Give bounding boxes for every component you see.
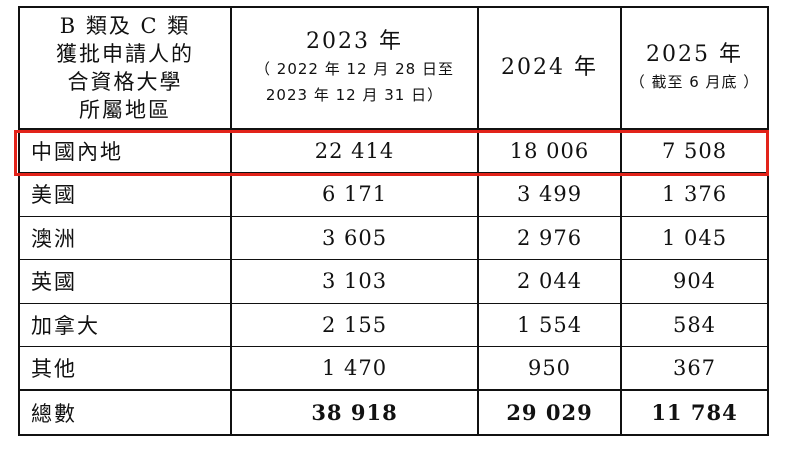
value-2024: 1 554 xyxy=(478,303,622,347)
header-row: B 類及 C 類 獲批申請人的 合資格大學 所屬地區 2023 年 （ 2022… xyxy=(20,8,767,130)
value-2023: 22 414 xyxy=(231,129,479,173)
value-2025: 1 045 xyxy=(621,216,767,260)
total-label: 總數 xyxy=(20,389,232,434)
header-region-line: 獲批申請人的 xyxy=(56,42,194,66)
header-region: B 類及 C 類 獲批申請人的 合資格大學 所屬地區 xyxy=(20,8,232,130)
region-cell: 其他 xyxy=(20,346,232,391)
value-2025: 367 xyxy=(621,346,767,391)
region-table: B 類及 C 類 獲批申請人的 合資格大學 所屬地區 2023 年 （ 2022… xyxy=(20,8,767,434)
total-row: 總數 38 918 29 029 11 784 xyxy=(20,389,767,434)
value-2023: 6 171 xyxy=(231,172,479,217)
region-cell: 澳洲 xyxy=(20,216,232,260)
data-table: B 類及 C 類 獲批申請人的 合資格大學 所屬地區 2023 年 （ 2022… xyxy=(18,6,769,436)
header-2023-year: 2023 年 xyxy=(306,29,403,54)
value-2024: 950 xyxy=(478,346,622,391)
header-region-line: B 類及 C 類 xyxy=(59,14,191,38)
total-2025: 11 784 xyxy=(621,389,767,434)
header-2023-note-1: （ 2022 年 12 月 28 日至 xyxy=(255,60,454,78)
table-row: 美國 6 171 3 499 1 376 xyxy=(20,172,767,217)
total-2023: 38 918 xyxy=(231,389,479,434)
region-cell: 美國 xyxy=(20,172,232,217)
table-row: 中國內地 22 414 18 006 7 508 xyxy=(20,129,767,173)
region-cell: 中國內地 xyxy=(20,129,232,173)
value-2025: 1 376 xyxy=(621,172,767,217)
value-2024: 2 044 xyxy=(478,259,622,304)
header-region-line: 所屬地區 xyxy=(79,98,171,122)
value-2025: 7 508 xyxy=(621,129,767,173)
table-row: 加拿大 2 155 1 554 584 xyxy=(20,303,767,347)
value-2023: 2 155 xyxy=(231,303,479,347)
header-2024: 2024 年 xyxy=(478,8,622,130)
header-2023: 2023 年 （ 2022 年 12 月 28 日至 2023 年 12 月 3… xyxy=(231,8,479,130)
value-2023: 3 103 xyxy=(231,259,479,304)
table-row: 澳洲 3 605 2 976 1 045 xyxy=(20,216,767,260)
value-2024: 3 499 xyxy=(478,172,622,217)
table-row: 英國 3 103 2 044 904 xyxy=(20,259,767,304)
header-2025-year: 2025 年 xyxy=(646,42,743,67)
table-row: 其他 1 470 950 367 xyxy=(20,346,767,391)
total-2024: 29 029 xyxy=(478,389,622,434)
region-cell: 加拿大 xyxy=(20,303,232,347)
header-2025: 2025 年 （ 截至 6 月底 ） xyxy=(621,8,767,130)
header-2023-note-2: 2023 年 12 月 31 日） xyxy=(265,86,444,104)
header-region-line: 合資格大學 xyxy=(67,70,183,94)
header-2024-year: 2024 年 xyxy=(501,55,598,80)
value-2024: 2 976 xyxy=(478,216,622,260)
header-2025-note: （ 截至 6 月底 ） xyxy=(629,73,760,91)
value-2023: 1 470 xyxy=(231,346,479,391)
region-cell: 英國 xyxy=(20,259,232,304)
value-2023: 3 605 xyxy=(231,216,479,260)
value-2024: 18 006 xyxy=(478,129,622,173)
value-2025: 584 xyxy=(621,303,767,347)
value-2025: 904 xyxy=(621,259,767,304)
